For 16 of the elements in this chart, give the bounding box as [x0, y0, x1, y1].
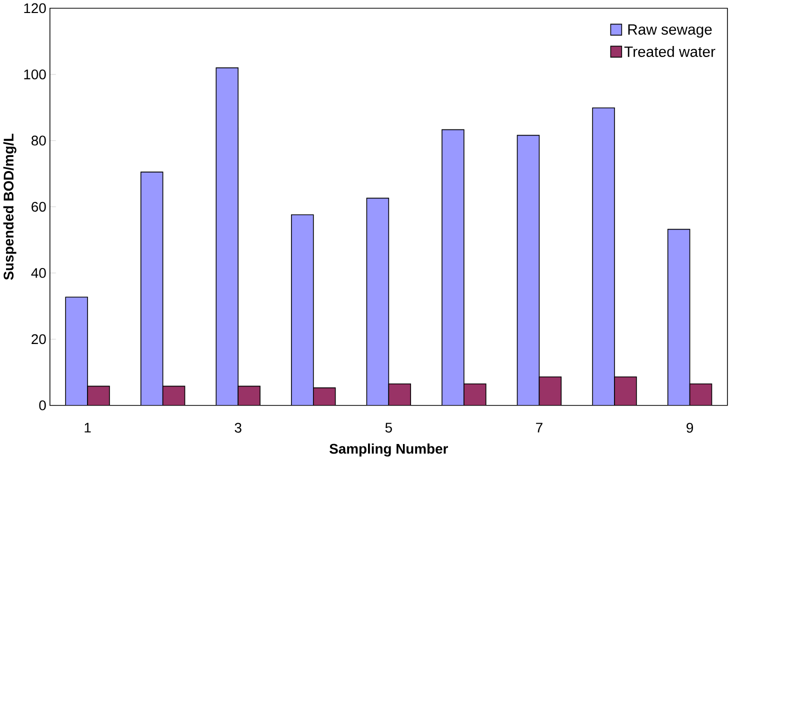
x-tick-label: 5: [385, 423, 392, 433]
legend-label: Treated water: [624, 46, 716, 58]
y-tick-label: 40: [31, 268, 46, 278]
legend-label: Raw sewage: [628, 24, 712, 38]
x-tick-label: 7: [536, 423, 542, 433]
x-axis-title: Sampling Number: [330, 444, 448, 457]
y-tick-label: 80: [32, 136, 46, 146]
x-tick-label: 3: [234, 423, 242, 433]
y-axis-title: Suspended BOD/mg/L: [3, 134, 16, 280]
y-tick-label: 60: [32, 202, 46, 212]
y-tick-label: 120: [24, 4, 46, 14]
y-tick-label: 0: [39, 400, 46, 411]
x-tick-label: 1: [84, 423, 91, 433]
y-tick-label: 100: [24, 70, 46, 80]
y-tick-label: 20: [32, 334, 46, 344]
x-tick-label: 9: [686, 423, 694, 433]
